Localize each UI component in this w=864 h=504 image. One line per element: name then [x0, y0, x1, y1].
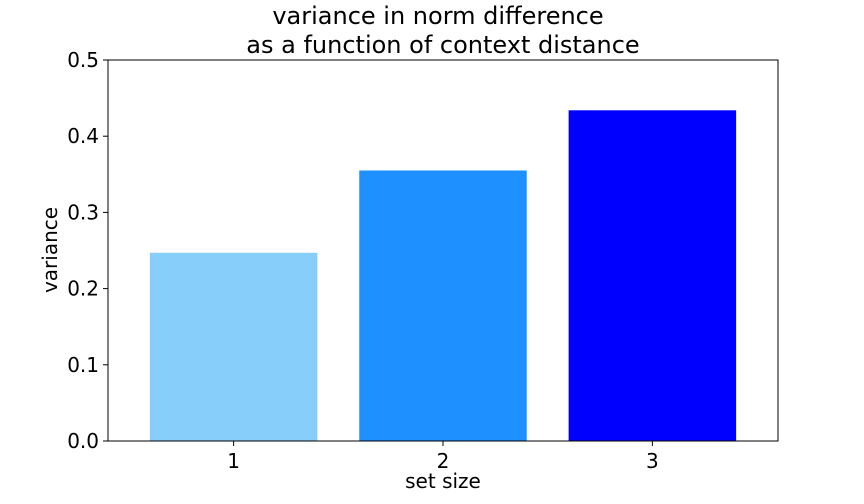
y-tick-label: 0.1 — [67, 353, 99, 377]
y-tick-label: 0.2 — [67, 277, 99, 301]
x-tick-label: 2 — [437, 449, 450, 473]
bar-2 — [359, 170, 527, 442]
x-tick-label: 3 — [646, 449, 659, 473]
plot-area-frame — [107, 59, 779, 442]
chart-title-line-1: variance in norm difference — [272, 2, 603, 30]
chart-title-line-2: as a function of context distance — [246, 31, 639, 59]
x-axis-ticks: 1 2 3 — [227, 441, 659, 473]
y-tick-label: 0.5 — [67, 48, 99, 72]
x-axis-label: set size — [405, 469, 481, 493]
y-axis-label: variance — [38, 207, 62, 293]
bar-1 — [149, 252, 318, 441]
y-axis-ticks: 0.0 0.1 0.2 0.3 0.4 0.5 — [67, 48, 108, 453]
y-tick-label: 0.0 — [67, 429, 99, 453]
bar-3 — [568, 110, 737, 441]
y-tick-label: 0.3 — [67, 200, 99, 224]
bar-group — [149, 110, 737, 442]
x-tick-label: 1 — [227, 449, 240, 473]
y-tick-label: 0.4 — [67, 124, 99, 148]
